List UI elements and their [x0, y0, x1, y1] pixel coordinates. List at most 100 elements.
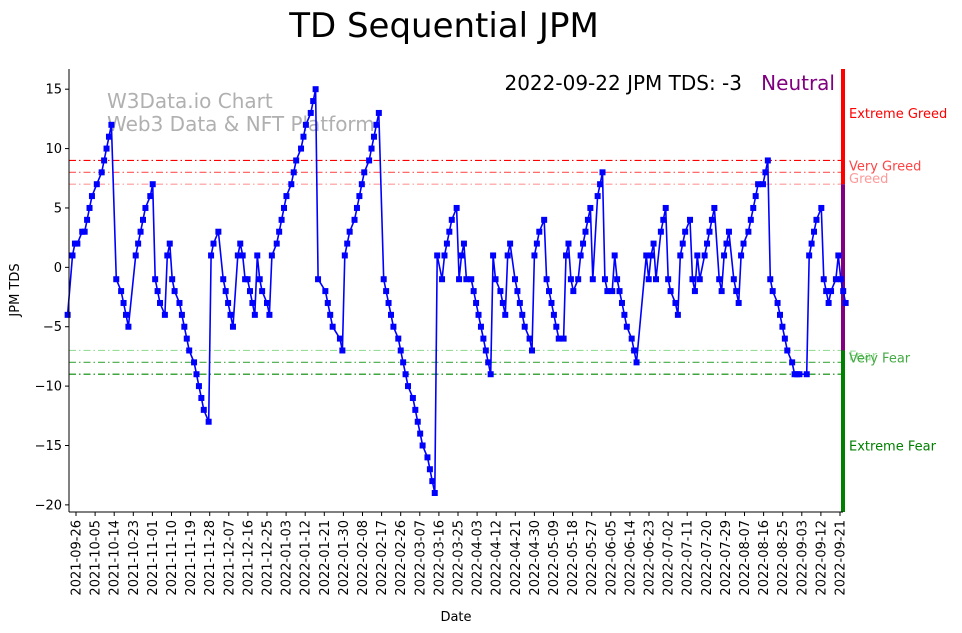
data-point [147, 193, 154, 200]
data-point [387, 311, 394, 318]
data-point [657, 228, 664, 235]
data-point [142, 204, 149, 211]
data-point [273, 240, 280, 247]
data-point [443, 240, 450, 247]
x-tick-label: 2022-07-02 [662, 520, 677, 596]
data-point [152, 276, 159, 283]
data-point [254, 252, 261, 259]
zone-bar [841, 350, 845, 512]
x-tick-label: 2022-01-30 [337, 520, 352, 596]
data-point [682, 228, 689, 235]
data-point [293, 157, 300, 164]
data-point [755, 181, 762, 188]
data-point [400, 359, 407, 366]
data-point [519, 311, 526, 318]
data-point [738, 252, 745, 259]
zone-label: Extreme Greed [849, 107, 947, 122]
x-tick-label: 2022-03-07 [413, 520, 428, 596]
data-point [633, 359, 640, 366]
data-point [157, 299, 164, 306]
data-point [599, 169, 606, 176]
data-point [835, 252, 842, 259]
data-point [210, 240, 217, 247]
zone-bar [841, 184, 845, 351]
status-label: Neutral [761, 71, 835, 95]
data-point [631, 347, 638, 354]
data-point [448, 216, 455, 223]
data-point [679, 240, 686, 247]
x-tick-label: 2022-03-16 [432, 520, 447, 596]
zone-bar [841, 69, 845, 185]
threshold-label: Greed [849, 172, 888, 187]
data-point [818, 204, 825, 211]
data-point [353, 204, 360, 211]
x-tick-label: 2022-04-03 [471, 520, 486, 596]
x-tick-label: 2021-12-25 [261, 520, 276, 596]
data-point [813, 216, 820, 223]
data-point [300, 133, 307, 140]
data-point [733, 288, 740, 295]
data-point [546, 288, 553, 295]
data-point [718, 288, 725, 295]
x-tick-label: 2022-07-20 [700, 520, 715, 596]
data-point [225, 299, 232, 306]
data-point [577, 252, 584, 259]
data-point [570, 288, 577, 295]
data-point [711, 204, 718, 211]
data-point [747, 216, 754, 223]
x-tick-label: 2021-10-14 [108, 520, 123, 596]
data-point [276, 228, 283, 235]
x-tick-label: 2022-09-21 [834, 520, 849, 596]
x-tick-label: 2022-01-12 [299, 520, 314, 596]
data-point [677, 252, 684, 259]
data-point [764, 157, 771, 164]
data-point [200, 406, 207, 413]
data-point [463, 276, 470, 283]
data-point [723, 240, 730, 247]
x-tick-label: 2022-06-23 [643, 520, 658, 596]
data-point [193, 371, 200, 378]
data-point [103, 145, 110, 152]
data-point [208, 252, 215, 259]
data-point [113, 276, 120, 283]
data-point [169, 276, 176, 283]
data-point [475, 311, 482, 318]
data-point [256, 276, 263, 283]
data-point [310, 98, 317, 105]
data-point [453, 204, 460, 211]
data-point [492, 276, 499, 283]
data-point [582, 228, 589, 235]
data-point [526, 335, 533, 342]
data-point [341, 252, 348, 259]
y-tick-label: 10 [45, 142, 62, 157]
data-point [385, 299, 392, 306]
data-point [439, 276, 446, 283]
data-point [307, 109, 314, 116]
data-point [266, 311, 273, 318]
data-point [249, 299, 256, 306]
data-point [205, 418, 212, 425]
data-point [122, 311, 129, 318]
y-tick-label: 15 [45, 83, 62, 98]
data-point [239, 252, 246, 259]
data-point [98, 169, 105, 176]
x-tick-label: 2022-08-07 [738, 520, 753, 596]
data-point [101, 157, 108, 164]
data-point [161, 311, 168, 318]
data-point [514, 288, 521, 295]
data-point [601, 276, 608, 283]
data-point [725, 228, 732, 235]
data-point [431, 489, 438, 496]
data-point [327, 311, 334, 318]
data-point [149, 181, 156, 188]
data-point [397, 347, 404, 354]
data-point [426, 466, 433, 473]
x-tick-label: 2022-07-29 [719, 520, 734, 596]
data-point [628, 335, 635, 342]
data-point [473, 299, 480, 306]
data-point [580, 240, 587, 247]
data-point [183, 335, 190, 342]
data-point [604, 288, 611, 295]
data-point [278, 216, 285, 223]
data-point [648, 252, 655, 259]
